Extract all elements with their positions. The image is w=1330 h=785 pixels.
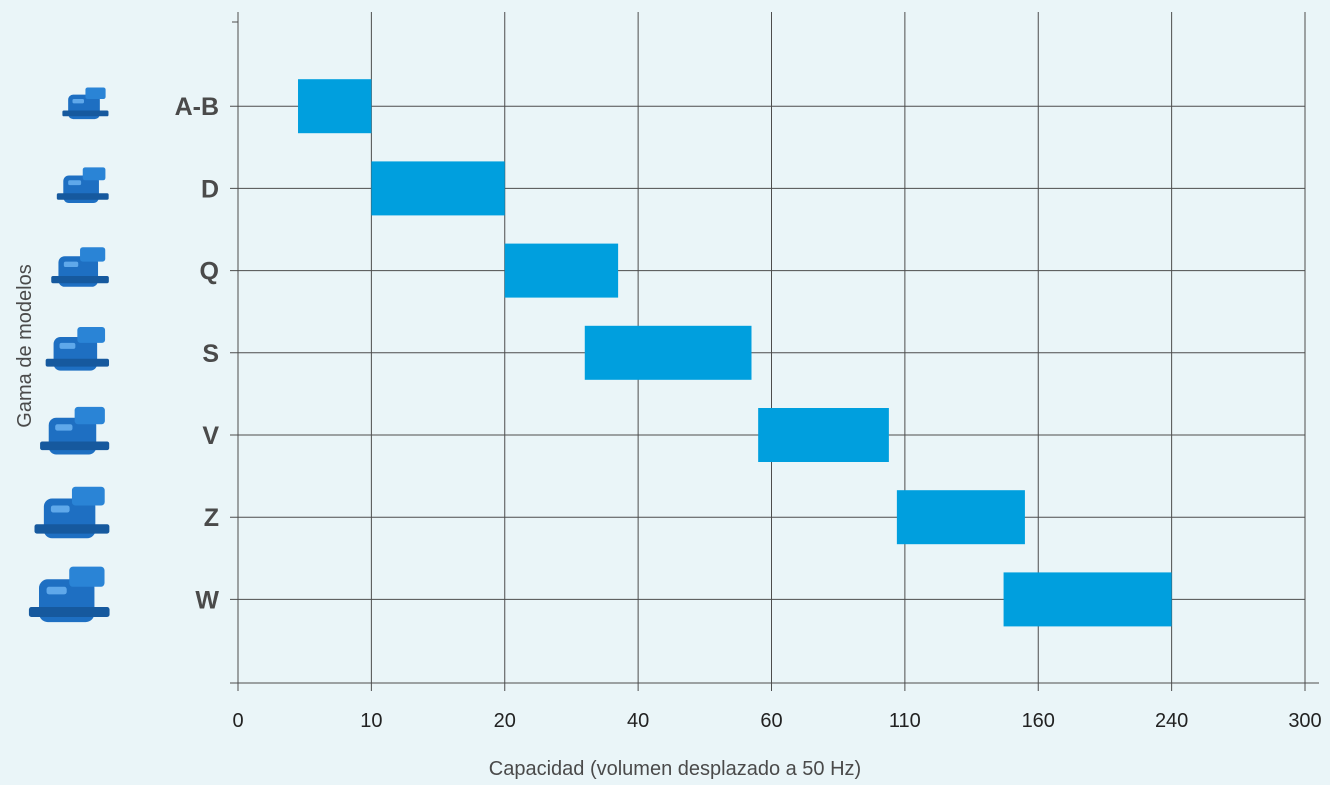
compressor-base	[56, 193, 109, 200]
y-axis-title: Gama de modelos	[14, 264, 36, 427]
compressor-head	[77, 327, 106, 343]
range-bar-z	[896, 490, 1025, 545]
compressor-icon	[62, 87, 109, 120]
compressor-head	[69, 566, 105, 587]
range-bar-v	[758, 408, 889, 462]
compressor-base	[28, 606, 110, 618]
compressor-head	[85, 87, 106, 99]
x-tick-label: 40	[627, 710, 649, 732]
compressor-icon	[56, 167, 109, 203]
compressor-head	[80, 247, 106, 262]
category-label: D	[201, 175, 219, 203]
icons-layer	[28, 87, 110, 623]
category-label: S	[202, 340, 219, 368]
bars-layer	[298, 79, 1172, 627]
compressor-highlight	[59, 342, 76, 349]
range-bar-w	[1003, 572, 1172, 627]
range-bar-q	[504, 243, 619, 298]
category-label: W	[195, 586, 219, 614]
category-label: V	[202, 422, 219, 450]
x-tick-label: 160	[1022, 710, 1055, 732]
x-tick-label: 0	[232, 710, 243, 732]
compressor-base	[62, 110, 109, 117]
labels-layer: 0 10 20 40 60 110 160 240 300 A-B D Q S V Z W	[175, 93, 1322, 732]
compressor-base	[40, 441, 110, 451]
compressor-base	[45, 358, 110, 367]
compressor-highlight	[63, 261, 79, 267]
x-tick-label: 300	[1288, 710, 1321, 732]
compressor-highlight	[50, 505, 70, 513]
compressor-icon	[34, 486, 110, 539]
compressor-base	[51, 276, 109, 284]
compressor-highlight	[68, 180, 82, 186]
compressor-icon	[28, 566, 110, 623]
x-tick-label: 60	[760, 710, 782, 732]
compressor-highlight	[72, 99, 84, 104]
x-tick-label: 110	[889, 710, 921, 732]
range-bar-s	[584, 325, 752, 380]
x-tick-label: 240	[1155, 710, 1188, 732]
compressor-head	[74, 406, 105, 425]
category-label: A-B	[175, 93, 219, 121]
compressor-icon	[45, 327, 110, 371]
compressor-base	[34, 524, 110, 534]
category-label: Q	[200, 258, 219, 286]
compressor-head	[71, 486, 105, 506]
compressor-highlight	[55, 424, 73, 431]
range-bar-a-b	[298, 79, 372, 134]
compressor-head	[82, 167, 106, 181]
x-tick-label: 10	[360, 710, 382, 732]
category-label: Z	[204, 504, 219, 532]
compressor-icon	[51, 247, 109, 287]
x-tick-label: 20	[494, 710, 516, 732]
x-axis-title: Capacidad (volumen desplazado a 50 Hz)	[489, 758, 861, 780]
compressor-icon	[40, 406, 110, 455]
range-bar-d	[371, 161, 505, 216]
compressor-highlight	[46, 586, 67, 595]
